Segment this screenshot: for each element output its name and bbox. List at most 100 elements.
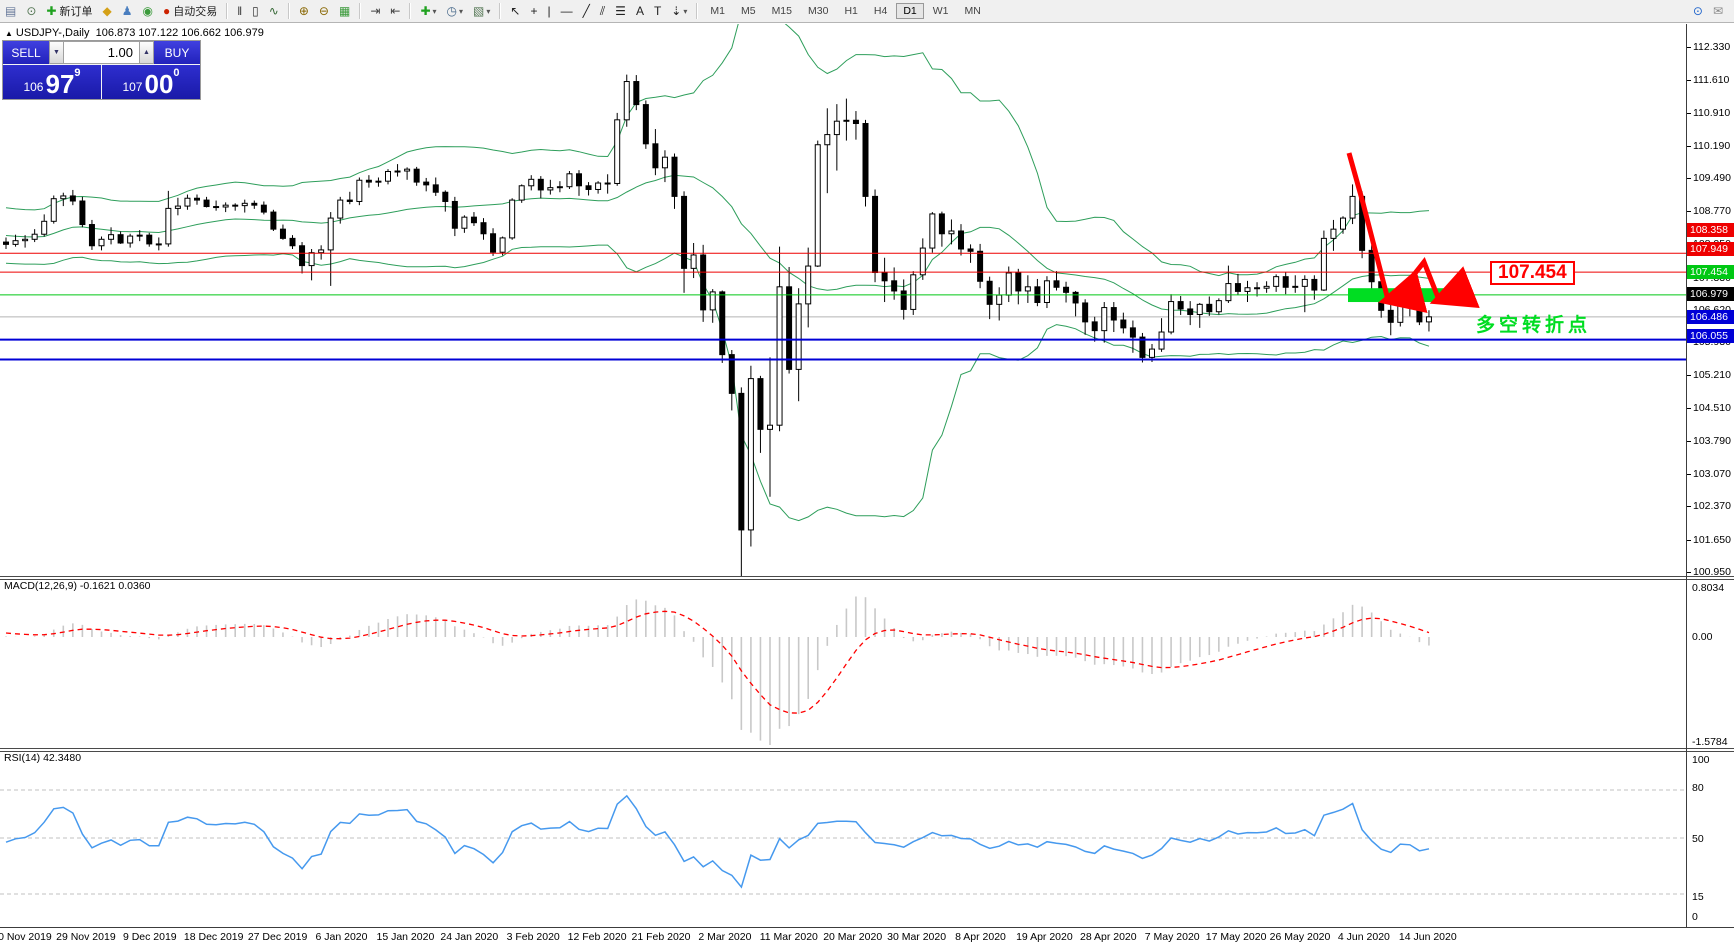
timeframe-m15[interactable]: M15 [771, 5, 792, 17]
price-tick-dash [1687, 145, 1691, 147]
price-callout-label[interactable]: 107.454 [1490, 261, 1575, 285]
line-chart-icon[interactable]: ∿ [265, 2, 283, 20]
cursor-icon[interactable]: ↖ [506, 2, 524, 20]
rsi-axis-label: 80 [1692, 782, 1704, 794]
price-tick: 112.330 [1693, 41, 1731, 53]
channel-icon[interactable]: ⫽ [596, 2, 609, 20]
zoom-in-icon: ⊕ [298, 4, 309, 18]
timeframe-w1[interactable]: W1 [932, 5, 949, 17]
line-chart-icon: ∿ [268, 4, 279, 18]
buy-button[interactable]: BUY [154, 41, 200, 64]
indicators-icon[interactable]: ✚ ▾ [416, 2, 440, 20]
toolbar-separator [696, 3, 699, 19]
date-label: 8 Apr 2020 [955, 931, 1006, 943]
toolbar-separator [287, 3, 290, 19]
tile-windows-icon[interactable]: ▦ [335, 2, 354, 20]
timeframe-d1[interactable]: D1 [896, 3, 924, 19]
price-badge-107.454: 107.454 [1687, 264, 1734, 279]
terminal-icon[interactable]: ▤ [1, 2, 20, 20]
timeframe-h1[interactable]: H1 [844, 5, 858, 17]
volume-decrease-button[interactable]: ▼ [49, 41, 64, 64]
timeframe-h4[interactable]: H4 [873, 5, 888, 17]
macd-label: MACD(12,26,9) -0.1621 0.0360 [4, 580, 151, 592]
pane-splitter[interactable] [0, 748, 1734, 752]
chat-icon[interactable]: ✉ [1709, 2, 1727, 20]
date-label: 12 Feb 2020 [567, 931, 627, 943]
search-icon[interactable]: ⊙ [1689, 2, 1707, 20]
tile-windows-icon: ▦ [338, 4, 351, 18]
rsi-pane[interactable] [0, 752, 1686, 927]
sell-button[interactable]: SELL [3, 41, 49, 64]
price-tick-dash [1687, 47, 1691, 48]
period-clock-icon[interactable]: ◷ ▾ [443, 2, 468, 20]
text-label-icon[interactable]: T [650, 2, 665, 20]
price-badge-106.486: 106.486 [1687, 309, 1734, 324]
chart-shift-icon[interactable]: ⇤ [386, 2, 404, 20]
arrows-icon[interactable]: ⇣ ▾ [667, 2, 691, 20]
date-label: 21 Feb 2020 [631, 931, 691, 943]
symbol-collapse-icon[interactable]: ▲ [5, 29, 13, 38]
turning-point-note[interactable]: 多空转折点 [1476, 315, 1592, 336]
date-label: 29 Nov 2019 [56, 931, 116, 943]
price-tick: 100.950 [1693, 565, 1731, 578]
price-chart[interactable] [0, 24, 1686, 577]
community-icon[interactable]: ♟ [118, 2, 137, 20]
timeframe-mn[interactable]: MN [964, 5, 981, 17]
date-label: 11 Mar 2020 [759, 931, 818, 943]
auto-scroll-icon[interactable]: ⇥ [366, 2, 384, 20]
metaeditor-icon[interactable]: ◆ [98, 2, 115, 20]
chart-shift-icon: ⇤ [390, 4, 401, 18]
hline-icon[interactable]: — [557, 2, 577, 20]
signals-icon: ◉ [142, 4, 153, 18]
volume-increase-button[interactable]: ▲ [139, 41, 154, 64]
bar-chart-icon[interactable]: ‖ [233, 2, 246, 20]
timeframe-m1[interactable]: M1 [710, 5, 725, 17]
price-tick: 103.070 [1693, 468, 1731, 481]
date-label: 6 Jan 2020 [315, 931, 368, 943]
tester-icon[interactable]: ⊙ [22, 2, 40, 20]
date-label: 30 Mar 2020 [887, 931, 947, 943]
price-tick-dash [1687, 112, 1691, 114]
timeframe-m5[interactable]: M5 [740, 5, 756, 17]
sell-price-panel[interactable]: 106 97 9 [3, 65, 101, 99]
x-axis-line [0, 927, 1734, 928]
price-badge-107.949: 107.949 [1687, 242, 1734, 257]
timeframe-bar: M1 M5 M15 M30 H1 H4 D1 W1 MN [702, 3, 988, 19]
zoom-in-icon[interactable]: ⊕ [295, 2, 313, 20]
text-icon[interactable]: A [632, 2, 648, 20]
search-icon: ⊙ [1692, 4, 1703, 18]
template-icon[interactable]: ▧ ▾ [469, 2, 494, 20]
chart-window: ▲ USDJPY-,Daily 106.873 107.122 106.662 1… [0, 23, 1734, 948]
macd-pane[interactable] [0, 578, 1686, 748]
rsi-axis-label: 50 [1692, 833, 1704, 845]
price-tick: 102.370 [1693, 500, 1731, 513]
date-label: 18 Dec 2019 [183, 931, 244, 943]
trendline-icon[interactable]: ╱ [579, 2, 594, 20]
toolbar-separator [499, 3, 502, 19]
date-label: 9 Dec 2019 [122, 931, 177, 943]
volume-input[interactable]: 1.00 [64, 41, 139, 64]
pane-splitter[interactable] [0, 576, 1734, 580]
buy-price-panel[interactable]: 107 00 0 [102, 65, 200, 99]
ohlc-readout: 106.873 107.122 106.662 106.979 [95, 27, 264, 39]
date-label: 7 May 2020 [1144, 931, 1200, 943]
metaeditor-icon: ◆ [102, 4, 112, 18]
timeframe-m30[interactable]: M30 [808, 5, 829, 17]
price-tick: 105.210 [1693, 369, 1731, 382]
price-tick: 108.770 [1693, 205, 1731, 218]
zoom-out-icon[interactable]: ⊖ [315, 2, 333, 20]
price-badge-108.358: 108.358 [1687, 223, 1734, 238]
candlestick-icon[interactable]: ▯ [248, 2, 263, 20]
chart-title: ▲ USDJPY-,Daily 106.873 107.122 106.662 1… [5, 27, 264, 39]
terminal-icon: ▤ [5, 4, 17, 18]
date-label: 20 Nov 2019 [0, 931, 52, 943]
fibonacci-icon[interactable]: ☰ [611, 2, 630, 20]
autotrade-button[interactable]: ● 自动交易 [162, 4, 218, 18]
vline-icon[interactable]: | [543, 2, 554, 20]
date-label: 27 Dec 2019 [247, 931, 308, 943]
crosshair-icon[interactable]: + [526, 2, 541, 20]
new-order-button[interactable]: ✚ 新订单 [46, 4, 93, 18]
rsi-axis-label: 0 [1692, 911, 1698, 923]
signals-icon[interactable]: ◉ [138, 2, 156, 20]
price-axis-line [1686, 24, 1687, 928]
